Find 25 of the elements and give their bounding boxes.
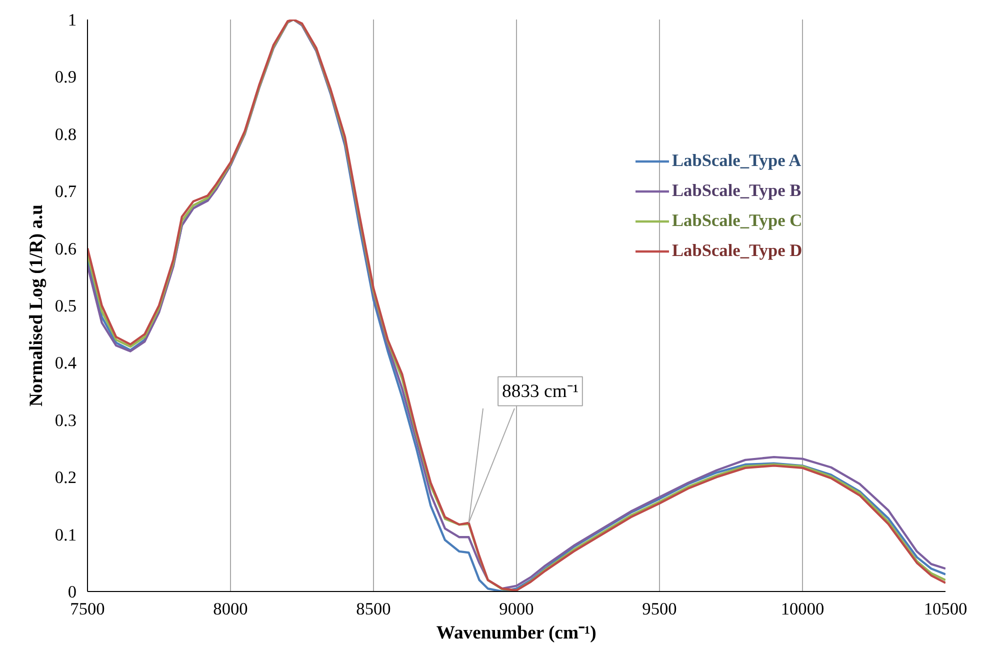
legend-label: LabScale_Type C: [672, 211, 802, 231]
legend-label: LabScale_Type A: [672, 151, 802, 171]
y-tick-label: 0.5: [54, 296, 77, 316]
y-tick-label: 0.1: [54, 525, 77, 544]
y-tick-label: 0.7: [54, 182, 77, 202]
x-tick-label: 10500: [924, 600, 968, 618]
x-tick-label: 10000: [780, 600, 824, 618]
x-axis-title: Wavenumber (cm⁻¹): [436, 622, 596, 644]
x-tick-label: 8000: [213, 600, 248, 618]
legend-label: LabScale_Type D: [672, 241, 802, 261]
y-tick-label: 0.9: [54, 68, 77, 87]
annotation: 8833 cm⁻¹: [502, 380, 578, 402]
y-tick-label: 0.2: [54, 468, 77, 488]
x-tick-label: 9500: [642, 600, 677, 618]
y-tick-label: 0: [68, 582, 77, 602]
x-tick-label: 9000: [499, 600, 534, 618]
y-tick-label: 0.6: [54, 239, 77, 258]
y-axis-title: Normalised Log (1/R) a.u: [26, 204, 47, 407]
y-tick-label: 0.8: [54, 124, 77, 144]
y-tick-label: 0.3: [54, 410, 77, 430]
x-tick-label: 8500: [356, 600, 391, 618]
x-tick-label: 7500: [70, 600, 105, 618]
legend-label: LabScale_Type B: [672, 181, 802, 201]
y-tick-label: 0.4: [54, 354, 77, 373]
y-tick-label: 1: [68, 10, 77, 30]
